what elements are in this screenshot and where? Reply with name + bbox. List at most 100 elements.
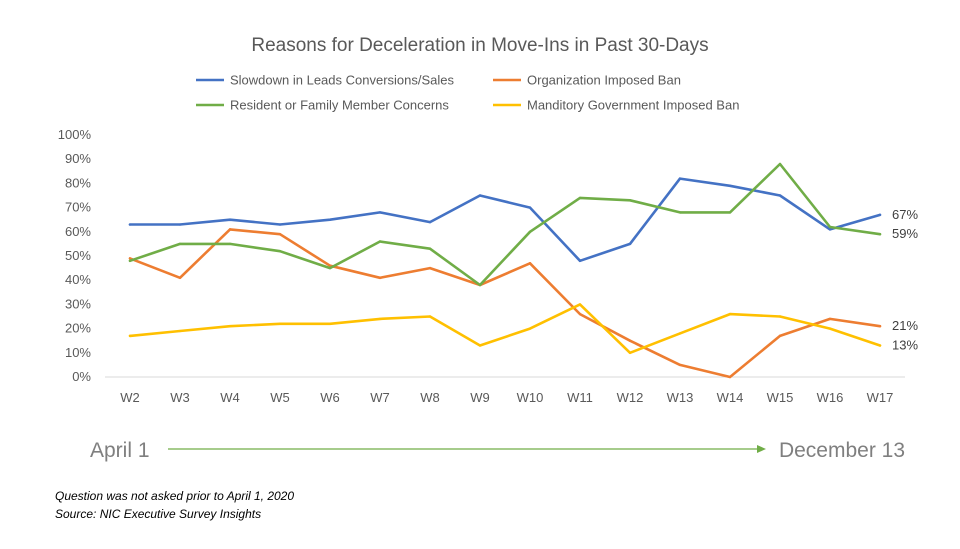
data-point [878,213,882,217]
data-point [428,266,432,270]
data-point [628,199,632,202]
data-point [528,262,532,265]
x-tick-label: W10 [517,390,544,405]
data-point [428,315,432,318]
x-tick-label: W15 [767,390,794,405]
data-point [478,194,482,197]
data-point [828,327,832,330]
y-tick-label: 80% [65,175,91,190]
end-label: 13% [892,338,918,353]
x-tick-label: W8 [420,390,440,405]
data-point [128,334,132,338]
data-point [828,317,832,321]
timeline-start-label: April 1 [90,439,150,462]
data-point [428,247,432,250]
data-point [328,322,332,325]
legend-label: Slowdown in Leads Conversions/Sales [230,73,455,88]
x-tick-label: W13 [667,390,694,405]
data-point [778,162,782,166]
data-point [478,283,482,287]
data-point [528,327,532,330]
x-tick-label: W6 [320,390,340,405]
data-point [278,322,282,325]
end-labels: 67% 21% 59% 13% [892,207,918,353]
timeline-arrowhead [757,445,766,453]
data-point [228,242,232,246]
data-point [378,317,382,321]
data-point [678,363,682,367]
data-point [728,211,732,214]
data-point [878,324,882,328]
data-point [678,177,682,180]
data-point [178,329,182,333]
data-point [778,315,782,318]
x-tick-label: W2 [120,390,140,405]
data-point [178,223,182,226]
data-point [528,206,532,209]
x-tick-label: W5 [270,390,290,405]
series-line [128,162,882,287]
data-point [128,257,132,260]
x-tick-label: W4 [220,390,240,405]
data-point [278,233,282,236]
data-point [878,344,882,347]
y-tick-label: 10% [65,345,91,360]
y-tick-label: 0% [72,369,91,384]
y-tick-label: 20% [65,321,91,336]
data-point [578,196,582,200]
data-point [828,225,832,229]
end-label: 67% [892,207,918,222]
series-line [128,228,882,379]
plot-area [128,162,882,379]
data-point [578,312,582,316]
x-tick-label: W3 [170,390,190,405]
data-point [728,312,732,316]
y-tick-label: 30% [65,296,91,311]
data-point [628,339,632,342]
y-tick-label: 60% [65,224,91,239]
series-line [128,177,882,263]
data-point [228,218,232,221]
y-tick-label: 50% [65,248,91,263]
data-point [378,240,382,243]
data-point [478,344,482,347]
data-point [528,230,532,233]
x-tick-label: W9 [470,390,490,405]
x-tick-label: W7 [370,390,390,405]
x-axis: W2 W3 W4 W5 W6 W7 W8 W9 W10 W11 W12 W13 W14 W15 W16 W17 [120,390,893,405]
data-point [228,324,232,328]
data-point [278,249,282,253]
data-point [328,266,332,270]
data-point [178,242,182,246]
data-point [328,264,332,267]
x-tick-label: W16 [817,390,844,405]
x-tick-label: W12 [617,390,644,405]
data-point [428,220,432,224]
data-point [778,194,782,197]
data-point [128,223,132,226]
data-point [678,332,682,335]
x-tick-label: W14 [717,390,744,405]
data-point [278,223,282,226]
data-point [628,351,632,354]
y-tick-label: 90% [65,151,91,166]
data-point [728,184,732,188]
end-label: 59% [892,226,918,241]
data-point [828,228,832,231]
legend-label: Manditory Government Imposed Ban [527,98,739,113]
data-point [178,276,182,279]
legend-label: Organization Imposed Ban [527,73,681,88]
y-tick-label: 70% [65,200,91,215]
legend: Slowdown in Leads Conversions/Sales Organ… [196,73,739,113]
data-point [328,218,332,221]
y-tick-label: 40% [65,272,91,287]
end-label: 21% [892,318,918,333]
y-axis: 0% 10% 20% 30% 40% 50% 60% 70% 80% 90% 100% [58,127,92,384]
data-point [878,233,882,236]
data-point [378,211,382,214]
data-point [628,242,632,246]
data-point [378,276,382,279]
legend-label: Resident or Family Member Concerns [230,98,449,113]
data-point [128,259,132,263]
